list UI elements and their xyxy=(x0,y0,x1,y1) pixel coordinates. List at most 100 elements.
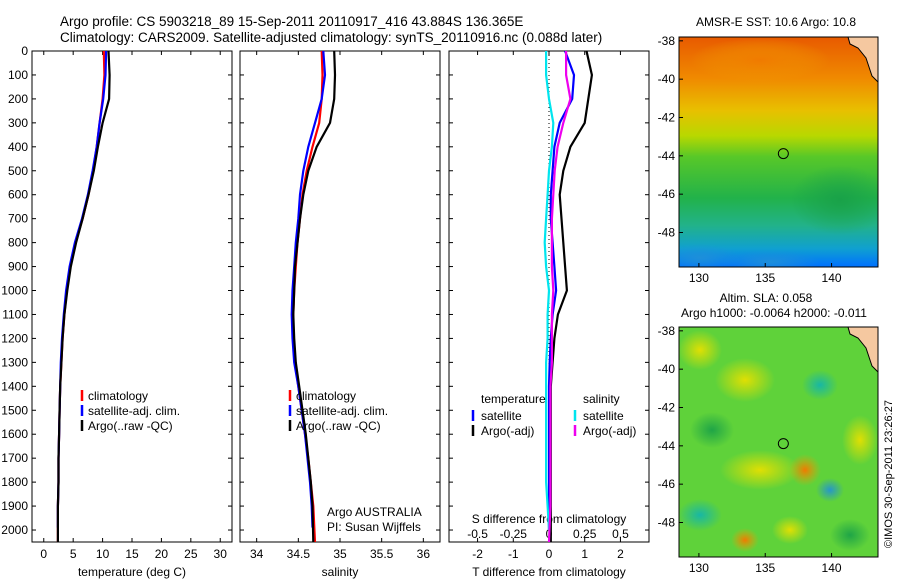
map-y-tick-label: -44 xyxy=(658,439,676,453)
map-y-tick-label: -38 xyxy=(658,34,676,48)
y-tick-label: 700 xyxy=(8,212,28,226)
y-tick-label: 200 xyxy=(8,92,28,106)
series-line xyxy=(292,50,337,543)
profile-panels: 0100200300400500600700800900100011001200… xyxy=(1,44,650,579)
x-tick-label: -2 xyxy=(472,547,483,561)
legend-label: satellite xyxy=(583,409,624,423)
series-line xyxy=(56,50,111,542)
profile-panel-2: 34 34.5 35 35.5 36 salinity climatologysatelli… xyxy=(239,50,441,579)
sla-patch-9 xyxy=(679,499,722,531)
y-tick-label: 900 xyxy=(8,260,28,274)
x2-tick-label: -0.25 xyxy=(500,527,528,541)
map-x-tick-label: 135 xyxy=(755,271,775,285)
y-tick-label: 300 xyxy=(8,116,28,130)
y-tick-label: 2000 xyxy=(1,523,28,537)
sst-map: 130 135 140 -38 -40 -42 -44 -46 -48 AMSR-E SST: … xyxy=(658,15,879,285)
map-y-tick-label: -44 xyxy=(658,149,676,163)
sla-map-frame xyxy=(678,326,879,558)
y-tick-label: 800 xyxy=(8,236,28,250)
y-tick-label: 1900 xyxy=(1,499,28,513)
map-y-tick-label: -46 xyxy=(658,187,676,201)
y-tick-label: 1100 xyxy=(2,307,28,321)
x-tick-label: 5 xyxy=(70,547,77,561)
map-y-tick-label: -42 xyxy=(658,111,676,125)
sla-map-axes: 130 135 140 -38 -40 -42 -44 -46 -48 xyxy=(658,324,842,575)
sla-patch-7 xyxy=(789,454,821,486)
sla-patch-10 xyxy=(731,528,759,552)
legend-label: climatology xyxy=(296,389,356,403)
map-x-tick-label: 135 xyxy=(755,561,775,575)
sla-patch-4 xyxy=(690,412,734,448)
x-tick-label: 30 xyxy=(214,547,228,561)
map-y-tick-label: -40 xyxy=(658,362,676,376)
y-tick-label: 1700 xyxy=(1,451,28,465)
sla-patch-8 xyxy=(816,478,844,502)
x-tick-label: 0 xyxy=(546,547,553,561)
sst-cold-patch-2 xyxy=(720,250,820,267)
sla-patch-1 xyxy=(679,330,722,370)
map-y-tick-label: -38 xyxy=(658,324,676,338)
x2-tick-label: -0.5 xyxy=(467,527,488,541)
x2-tick-label: 0.5 xyxy=(612,527,629,541)
x-tick-label: 35 xyxy=(333,547,347,561)
legend-label: Argo(..raw -QC) xyxy=(296,419,381,433)
legend-label: Argo(-adj) xyxy=(583,424,636,438)
plot-frame xyxy=(31,50,233,543)
map-x-tick-label: 130 xyxy=(689,561,709,575)
annotation-line: Argo AUSTRALIA xyxy=(327,505,422,519)
y-tick-label: 1000 xyxy=(1,284,28,298)
x-tick-label: 1 xyxy=(581,547,588,561)
x-tick-label: -1 xyxy=(508,547,519,561)
series-line xyxy=(549,50,594,542)
sla-patch-5 xyxy=(842,415,878,465)
map-y-tick-label: -48 xyxy=(658,226,676,240)
series-line xyxy=(547,51,572,543)
x-axis-label: temperature (deg C) xyxy=(78,565,186,579)
sst-warm-patch xyxy=(690,38,830,82)
legend-label: Argo(-adj) xyxy=(481,424,534,438)
header-line-2: Climatology: CARS2009. Satellite-adjuste… xyxy=(60,30,602,45)
x-tick-label: 25 xyxy=(184,547,198,561)
y-tick-label: 1500 xyxy=(1,403,28,417)
legend-label: satellite-adj. clim. xyxy=(296,404,388,418)
sla-patch-2 xyxy=(715,358,775,402)
legend-label: satellite-adj. clim. xyxy=(88,404,180,418)
sst-map-title: AMSR-E SST: 10.6 Argo: 10.8 xyxy=(696,15,856,29)
sla-map-title: Altim. SLA: 0.058 xyxy=(720,291,813,305)
legend-label: satellite xyxy=(481,409,522,423)
legend-header: salinity xyxy=(583,392,620,406)
y-tick-label: 1300 xyxy=(1,355,28,369)
sla-map: 130 135 140 -38 -40 -42 -44 -46 -48 Altim. SLA: … xyxy=(658,291,879,575)
legend-label: climatology xyxy=(88,389,148,403)
profile-panel-3: -2 -1 0 1 2 T difference from climatology -0.5… xyxy=(448,50,650,579)
x-tick-label: 36 xyxy=(417,547,431,561)
y-tick-label: 600 xyxy=(8,188,28,202)
series-line xyxy=(543,51,555,531)
y-tick-label: 1600 xyxy=(1,427,28,441)
sst-map-axes: 130 135 140 -38 -40 -42 -44 -46 -48 xyxy=(658,34,842,285)
x-tick-label: 34.5 xyxy=(287,547,311,561)
sla-map-subtitle: Argo h1000: -0.0064 h2000: -0.011 xyxy=(681,306,867,320)
x-tick-label: 10 xyxy=(96,547,110,561)
sla-patch-6 xyxy=(720,450,800,490)
x2-tick-label: 0.25 xyxy=(573,527,597,541)
y-tick-label: 1400 xyxy=(1,379,28,393)
legend-label: Argo(..raw -QC) xyxy=(88,419,173,433)
x-tick-label: 0 xyxy=(40,547,47,561)
legend-header: temperature xyxy=(481,392,546,406)
copyright-text: ©IMOS 30-Sep-2011 23:26:27 xyxy=(883,400,895,548)
series-line xyxy=(547,50,576,530)
sst-map-frame xyxy=(678,36,879,268)
x-tick-label: 34 xyxy=(250,547,264,561)
tasmania-land xyxy=(847,37,878,83)
tasmania-land-2 xyxy=(847,327,878,373)
y-tick-label: 1800 xyxy=(1,475,28,489)
map-x-tick-label: 140 xyxy=(822,561,842,575)
profile-panel-1: 0100200300400500600700800900100011001200… xyxy=(1,44,233,579)
map-x-tick-label: 140 xyxy=(822,271,842,285)
y-tick-label: 0 xyxy=(21,44,28,58)
map-y-tick-label: -40 xyxy=(658,72,676,86)
float-marker-sla xyxy=(777,438,789,450)
annotation-line: PI: Susan Wijffels xyxy=(327,520,421,534)
